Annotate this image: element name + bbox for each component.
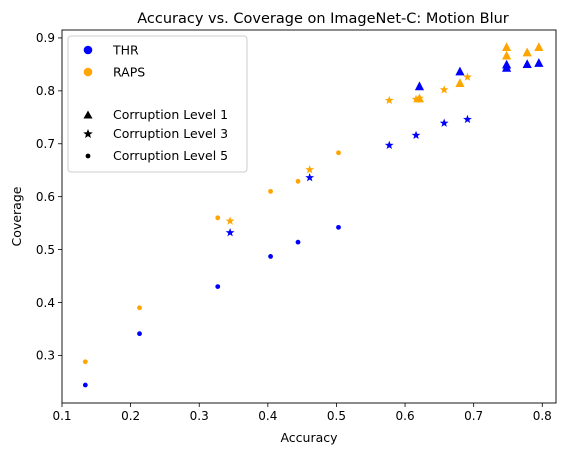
legend-label-raps: RAPS [113,65,145,80]
data-point-star [463,72,472,81]
data-point-dot [268,188,273,194]
data-point-star [411,130,421,140]
x-axis-title: Accuracy [280,430,338,445]
y-tick-label: 0.8 [36,84,55,98]
x-tick-label: 0.5 [327,409,346,423]
x-tick-label: 0.3 [190,409,209,423]
data-point-star [439,85,449,94]
legend-label-level-3: Corruption Level 3 [113,126,228,141]
data-point-dot [268,254,273,259]
data-point-triangle [534,42,544,52]
data-point-star [225,216,235,225]
data-point-star [305,173,315,182]
x-tick-label: 0.7 [464,409,483,423]
data-point-dot [82,382,88,388]
data-points [82,42,544,388]
data-point-dot [215,215,221,221]
data-point-star [411,94,421,104]
y-tick-label: 0.3 [36,349,55,363]
x-axis-ticks: 0.1 0.2 0.3 0.4 0.5 0.6 0.7 0.8 [52,403,552,423]
data-point-triangle [502,42,512,52]
x-tick-label: 0.1 [52,409,71,423]
data-point-star [439,118,449,127]
y-tick-label: 0.7 [36,137,55,151]
y-tick-label: 0.4 [36,296,55,310]
data-point-dot [336,224,341,230]
data-point-dot [82,359,88,365]
data-point-star [384,95,394,105]
x-tick-label: 0.6 [396,409,415,423]
data-point-star [305,165,315,174]
data-point-triangle [522,59,532,68]
data-point-triangle [502,62,512,72]
x-tick-label: 0.8 [533,409,552,423]
legend-marker-level-5 [85,153,91,159]
y-tick-label: 0.9 [36,31,55,45]
x-tick-label: 0.2 [121,409,140,423]
data-point-star [415,93,424,102]
y-axis-title: Coverage [9,186,24,246]
data-point-dot [295,178,301,184]
y-tick-label: 0.6 [36,190,55,204]
legend-marker-raps [83,67,93,77]
legend-label-level-1: Corruption Level 1 [113,107,228,122]
legend-marker-level-1 [83,110,93,119]
data-point-dot [336,150,341,156]
data-point-triangle [455,66,465,76]
chart-title: Accuracy vs. Coverage on ImageNet-C: Mot… [137,11,509,27]
data-point-star [384,140,394,150]
data-point-triangle [522,47,532,57]
data-point-dot [137,305,142,311]
data-point-dot [137,331,142,337]
data-point-star [225,228,235,237]
x-tick-label: 0.4 [258,409,277,423]
y-tick-label: 0.5 [36,243,55,257]
data-point-dot [215,284,221,290]
legend-marker-thr [83,45,93,55]
legend-label-thr: THR [112,43,139,58]
legend-frame [67,35,248,173]
legend: THR RAPS Corruption Level 1 Corruption L… [67,35,248,173]
data-point-dot [295,239,301,245]
legend-label-level-5: Corruption Level 5 [113,148,228,163]
data-point-triangle [455,78,465,88]
data-point-triangle [414,81,425,91]
data-point-triangle [534,58,544,67]
data-point-star [463,114,472,124]
legend-marker-level-3 [83,129,93,139]
plot-frame [61,29,557,404]
y-axis-ticks: 0.3 0.4 0.5 0.6 0.7 0.8 0.9 [36,31,62,363]
data-point-triangle [502,50,512,60]
